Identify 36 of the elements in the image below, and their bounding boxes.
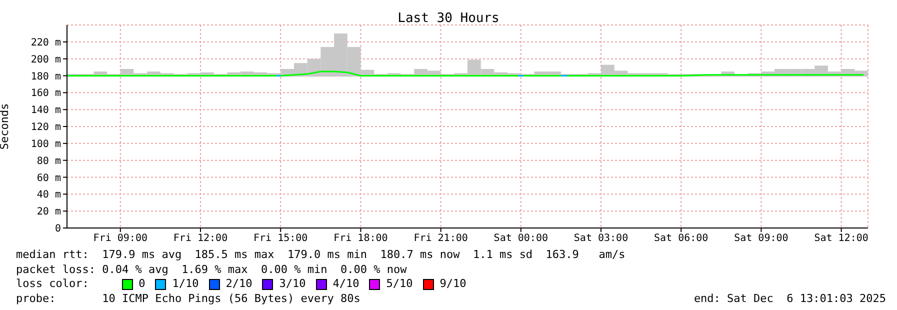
y-tick-label: 20 m bbox=[36, 206, 61, 218]
legend-label: 3/10 bbox=[279, 277, 306, 292]
y-tick-label: 200 m bbox=[30, 54, 61, 66]
x-tick-label: Sat 00:00 bbox=[494, 233, 548, 244]
y-tick-label: 80 m bbox=[36, 156, 61, 167]
y-tick-label: 60 m bbox=[36, 172, 61, 184]
x-tick-label: Sat 03:00 bbox=[574, 233, 628, 244]
x-tick-label: Sat 06:00 bbox=[654, 233, 708, 244]
text: end: Sat Dec 6 13:01:03 2025 bbox=[694, 292, 886, 306]
legend-title: loss color: bbox=[16, 277, 90, 292]
x-tick-label: Fri 09:00 bbox=[93, 233, 148, 244]
x-tick-label: Fri 12:00 bbox=[173, 233, 228, 244]
legend-label: 2/10 bbox=[226, 277, 252, 292]
y-tick-label: 140 m bbox=[30, 105, 61, 116]
x-tick-label: Fri 15:00 bbox=[254, 233, 308, 244]
text: packet loss: 0.04 % avg 1.69 % max 0.00 % min 0.00 % now bbox=[16, 262, 408, 277]
y-tick-label: 0 bbox=[54, 224, 61, 235]
y-tick-label: 220 m bbox=[30, 37, 61, 48]
y-tick-label: 40 m bbox=[36, 190, 61, 201]
x-tick-label: Sat 12:00 bbox=[814, 233, 868, 244]
x-tick-label: Fri 18:00 bbox=[334, 233, 388, 244]
legend-label: 9/10 bbox=[440, 277, 466, 292]
legend-label: 5/10 bbox=[386, 277, 413, 292]
legend-label: 0 bbox=[138, 277, 146, 292]
y-axis-title: Seconds bbox=[0, 103, 11, 150]
legend-label: 1/10 bbox=[172, 277, 199, 292]
y-tick-label: 100 m bbox=[30, 138, 61, 150]
x-tick-label: Sat 09:00 bbox=[734, 233, 788, 244]
y-tick-label: 160 m bbox=[30, 88, 61, 100]
y-tick-label: 120 m bbox=[30, 122, 61, 134]
text: median rtt: 179.9 ms avg 185.5 ms max 179.0 ms min 180.7 ms now 1.1 ms sd 163.9 am/s bbox=[16, 248, 626, 262]
y-tick-label: 180 m bbox=[30, 71, 61, 82]
text: probe: 10 ICMP Echo Pings (56 Bytes) every 80s bbox=[16, 292, 360, 306]
x-tick-label: Fri 21:00 bbox=[414, 233, 468, 244]
chart-title: Last 30 Hours bbox=[396, 11, 500, 26]
legend-label: 4/10 bbox=[332, 277, 360, 292]
